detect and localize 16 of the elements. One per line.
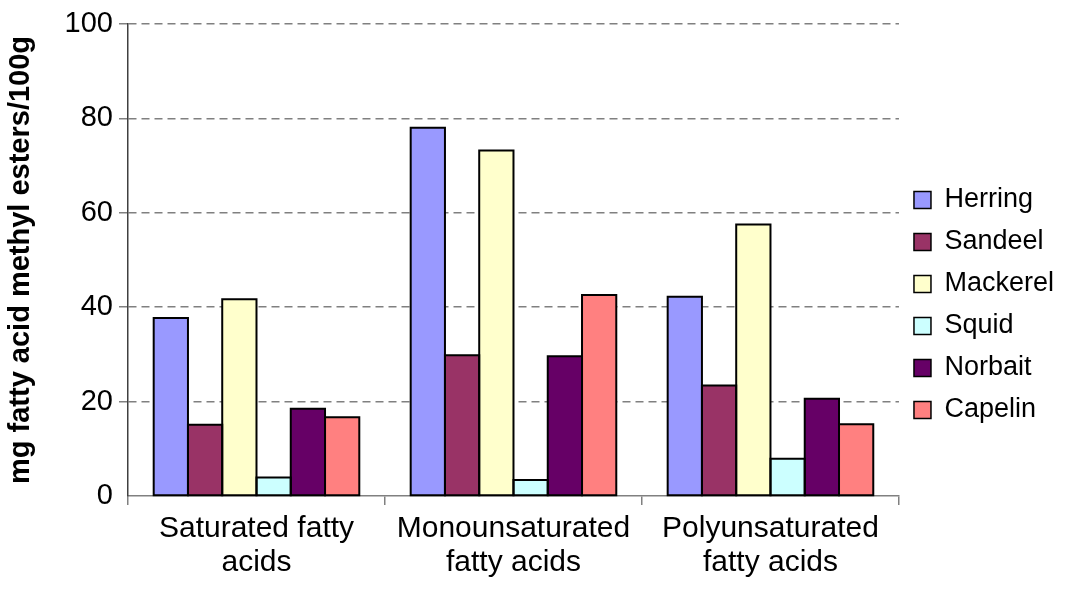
legend-label: Mackerel [944, 267, 1054, 298]
y-tick-label: 20 [80, 383, 113, 416]
legend-label: Herring [944, 183, 1033, 214]
x-tick-label: Polyunsaturated fatty acids [662, 509, 879, 578]
y-tick-label: 0 [96, 478, 113, 510]
y-axis-title: mg fatty acid methyl esters/100g [3, 35, 36, 485]
legend-label: Sandeel [944, 225, 1044, 256]
y-tick-label: 40 [80, 289, 113, 322]
legend-label: Capelin [944, 393, 1037, 424]
legend-label: Norbait [944, 351, 1033, 382]
y-tick-label: 100 [64, 6, 113, 38]
y-tick-label: 80 [80, 100, 113, 133]
y-tick-label: 60 [80, 194, 113, 227]
x-tick-label: Saturated fatty acids [158, 509, 355, 578]
x-tick-label: Monounsaturated fatty acids [396, 509, 631, 578]
legend-label: Squid [944, 309, 1014, 340]
